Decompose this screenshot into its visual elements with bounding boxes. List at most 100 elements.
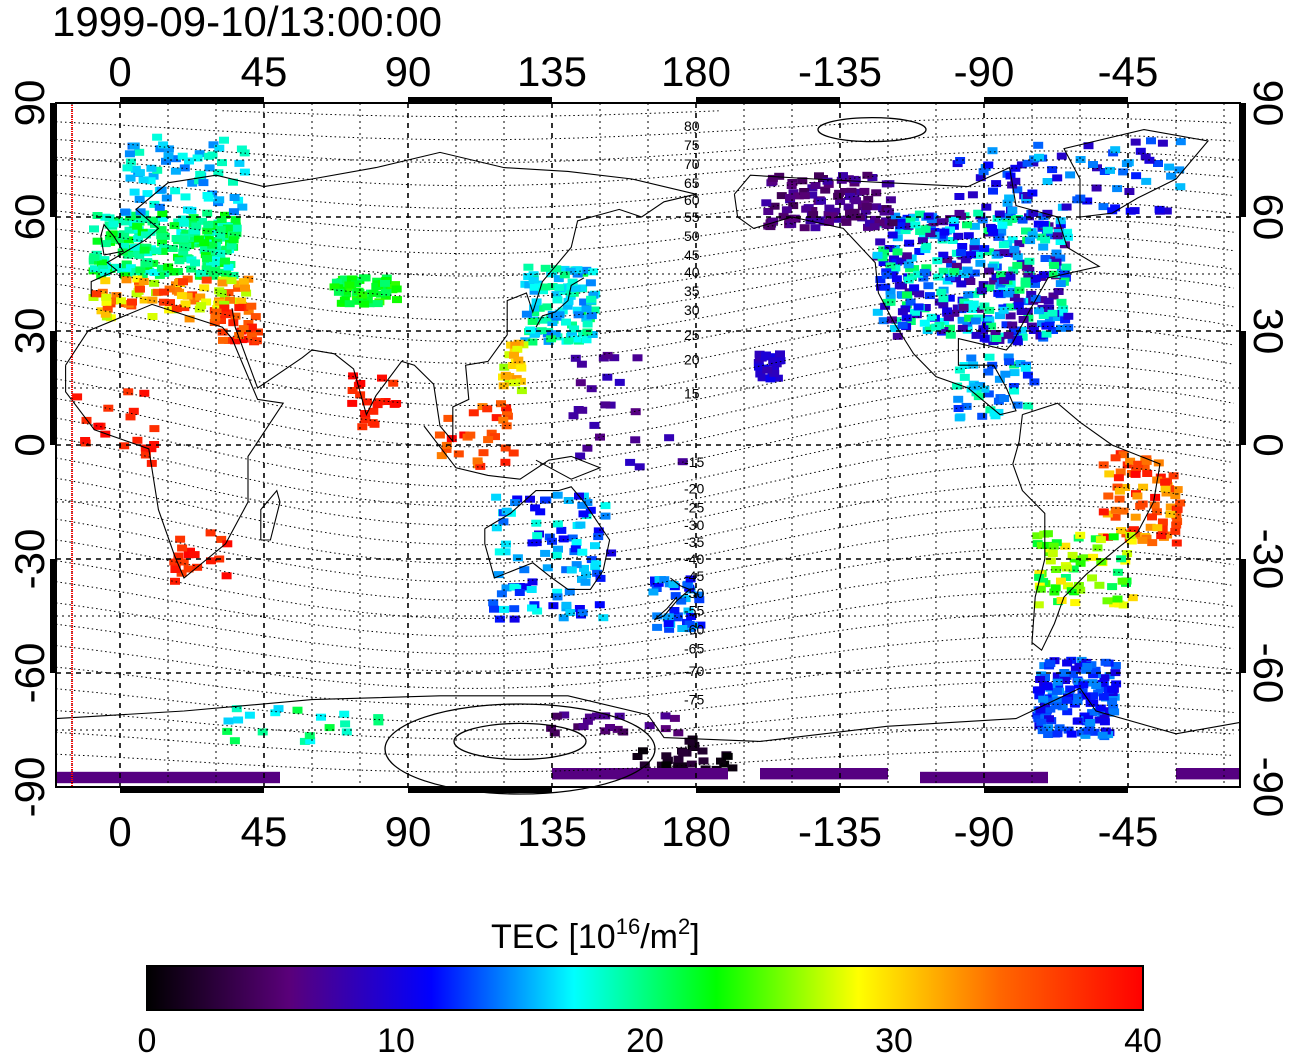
tec-cell: [592, 569, 603, 577]
tec-cell: [538, 287, 548, 295]
tec-cell: [586, 295, 597, 303]
tec-cell: [1052, 314, 1063, 321]
y-tick-label-right: 30: [1245, 308, 1292, 355]
tec-cell: [1121, 160, 1132, 168]
tec-cell: [778, 212, 789, 220]
tec-cell: [111, 292, 122, 300]
tec-cell: [552, 296, 563, 304]
magnetic-contour: [55, 150, 1234, 187]
tec-cell: [781, 206, 792, 214]
tec-cell: [684, 620, 695, 628]
tec-cell: [491, 493, 502, 501]
tec-cell: [1104, 470, 1115, 478]
tec-cell: [496, 400, 506, 408]
tec-cell: [552, 520, 563, 528]
tec-cell: [1032, 532, 1043, 540]
x-tick-label-top: 90: [385, 48, 432, 95]
tec-cell: [552, 588, 563, 596]
magnetic-contour: [55, 613, 1234, 672]
tec-cell: [519, 566, 530, 574]
tec-cell: [966, 251, 976, 259]
tec-cell: [561, 318, 571, 326]
tec-cell: [243, 307, 254, 315]
magnetic-contour: [55, 442, 1234, 527]
tec-cell: [200, 251, 211, 259]
tec-cell: [1171, 539, 1182, 547]
contour-label: -65: [684, 640, 704, 656]
tec-cell: [579, 298, 590, 306]
tec-cell: [1110, 513, 1121, 521]
tec-cell: [217, 279, 228, 287]
tec-cell: [100, 277, 111, 285]
tec-cell: [344, 281, 355, 289]
tec-cell: [984, 316, 995, 324]
tec-cell: [120, 272, 131, 280]
tec-cell: [1108, 533, 1119, 541]
tec-cell: [887, 219, 898, 227]
tec-cell: [170, 577, 180, 585]
tec-cell: [223, 289, 234, 297]
tec-cell: [576, 360, 587, 368]
tec-cell: [1069, 555, 1080, 563]
tec-cell: [231, 705, 242, 713]
tec-cell: [1004, 358, 1015, 366]
tec-cell: [273, 705, 284, 713]
tec-cell: [871, 203, 882, 211]
contour-label: 80: [684, 118, 700, 134]
tec-cell: [157, 214, 168, 222]
tec-cell: [1022, 371, 1033, 379]
tec-cell: [1099, 674, 1110, 682]
tec-cell: [840, 188, 850, 195]
tec-cell: [148, 172, 159, 180]
tec-cell: [1110, 454, 1121, 462]
tec-cell: [207, 241, 218, 249]
tec-cell: [142, 190, 153, 198]
tec-cell: [1028, 209, 1039, 217]
colorbar-title-unit: /m: [640, 918, 678, 956]
tec-cell: [105, 235, 116, 243]
tec-cell: [1074, 662, 1085, 670]
tec-cell: [938, 267, 949, 275]
tec-cell: [347, 387, 358, 394]
tec-cell: [217, 328, 228, 336]
tec-cell: [579, 564, 589, 572]
tec-cell: [554, 311, 565, 319]
tec-cell: [368, 407, 379, 415]
tec-cell: [509, 605, 520, 613]
tec-cell: [147, 216, 158, 224]
tec-cell: [1153, 160, 1163, 167]
tec-cell: [540, 264, 551, 272]
tec-cell: [589, 421, 600, 429]
tec-cell: [977, 216, 988, 224]
tec-cell: [205, 529, 216, 537]
tec-cell: [673, 755, 684, 763]
tec-cell: [516, 387, 527, 395]
tec-cell: [1023, 272, 1034, 280]
tec-cell: [554, 284, 565, 292]
x-tick-label-bottom: 45: [241, 808, 288, 855]
tec-cell: [1147, 513, 1157, 521]
tec-cell: [165, 299, 175, 307]
tec-cell: [161, 194, 172, 202]
tec-cell: [177, 544, 188, 552]
tec-cell: [991, 180, 1002, 188]
tec-cell: [1145, 523, 1156, 531]
tec-cell: [846, 187, 857, 195]
tec-cell: [807, 191, 818, 199]
tec-cell: [883, 208, 894, 216]
tec-cell: [848, 213, 859, 221]
tec-cell: [1033, 601, 1044, 609]
tec-cell: [965, 278, 976, 285]
tec-cell: [228, 236, 239, 244]
tec-cell: [563, 297, 574, 305]
tec-cell: [808, 211, 819, 219]
tec-cell: [1008, 383, 1019, 390]
tec-cell: [567, 330, 577, 338]
tec-cell: [192, 154, 203, 162]
tec-cell: [676, 597, 687, 605]
y-tick-label-right: -30: [1245, 529, 1292, 590]
tec-cell: [887, 271, 898, 279]
tec-cell: [586, 556, 597, 564]
